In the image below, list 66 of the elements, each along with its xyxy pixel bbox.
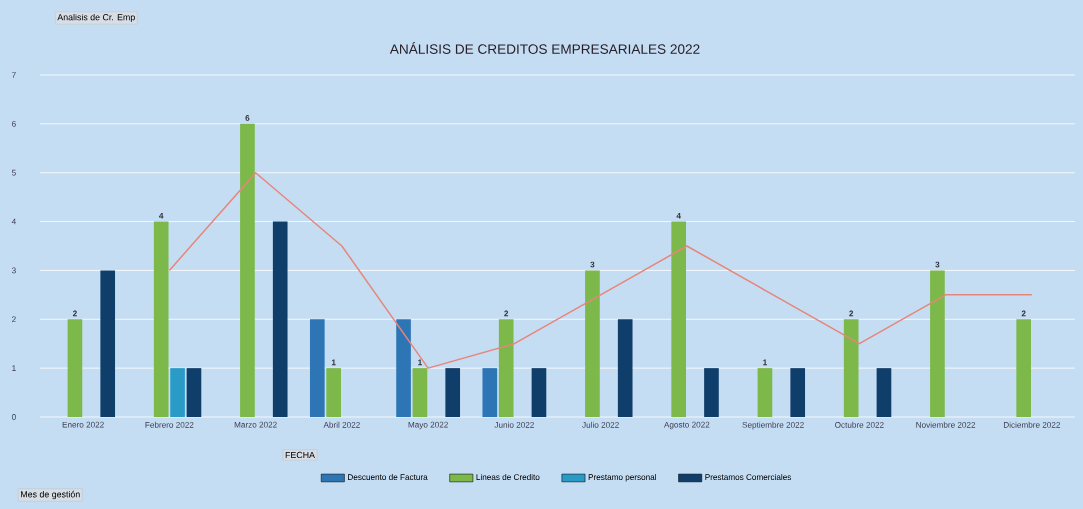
bar <box>67 319 83 417</box>
x-tick-label: Agosto 2022 <box>663 421 710 430</box>
line-series <box>168 171 1033 369</box>
data-label: 4 <box>676 212 681 219</box>
bar <box>170 368 185 417</box>
y-tick-label: 1 <box>12 365 16 371</box>
data-label: 1 <box>331 359 336 366</box>
bar <box>1016 319 1032 417</box>
bar <box>240 123 255 417</box>
bar <box>671 221 687 417</box>
bar <box>498 319 514 417</box>
x-tick-label: Junio 2022 <box>494 421 534 428</box>
bar <box>704 368 719 417</box>
data-label: 3 <box>935 261 940 268</box>
data-label: 3 <box>590 261 595 268</box>
x-tick-label: Enero 2022 <box>62 421 104 428</box>
bar <box>930 270 945 417</box>
bar <box>531 368 547 417</box>
y-tick-label: 2 <box>12 316 16 323</box>
x-tick-label: Mayo 2022 <box>408 421 448 430</box>
bar <box>309 319 325 417</box>
bar <box>326 368 342 417</box>
data-label: 6 <box>245 115 250 121</box>
x-tick-label: Octubre 2022 <box>835 421 884 428</box>
x-tick-label: Septiembre 2022 <box>742 421 804 430</box>
text: Analisis de Cr. Emp <box>57 13 135 23</box>
y-tick-label: 5 <box>11 169 16 176</box>
y-tick-label: 4 <box>11 218 16 225</box>
bar <box>482 368 498 417</box>
y-tick-label: 6 <box>12 120 16 127</box>
bar <box>100 270 116 417</box>
x-tick-label: Noviembre 2022 <box>916 421 976 428</box>
y-tick-label: 0 <box>11 414 16 420</box>
legend-label: Descuento de Factura <box>348 473 428 480</box>
bar <box>272 221 288 417</box>
bar <box>617 319 633 417</box>
data-label: 2 <box>1021 310 1026 317</box>
data-label: 1 <box>763 359 767 366</box>
bar <box>445 368 461 417</box>
bar <box>585 270 600 417</box>
bar <box>186 368 202 417</box>
x-tick-label: Diciembre 2022 <box>1003 421 1061 428</box>
x-tick-label: Abril 2022 <box>323 421 360 428</box>
chart-title: ANÁLISIS DE CREDITOS EMPRESARIALES 2022 <box>389 42 700 54</box>
bar <box>790 368 806 417</box>
legend-label: Prestamos Comerciales <box>705 473 792 480</box>
legend-label: Lineas de Credito <box>476 473 540 480</box>
bar <box>876 368 892 417</box>
text: Mes de gestión <box>21 490 80 500</box>
bar <box>396 319 411 417</box>
data-label: 2 <box>504 310 509 317</box>
data-label: 1 <box>418 359 422 366</box>
data-label: 2 <box>72 310 77 317</box>
bar <box>153 221 169 417</box>
x-tick-label: Julio 2022 <box>582 421 619 428</box>
text: FECHA <box>285 451 315 459</box>
legend-label: Prestamo personal <box>588 473 656 482</box>
bar <box>412 368 428 417</box>
y-tick-label: 7 <box>12 72 16 78</box>
data-label: 4 <box>159 212 164 219</box>
bar <box>843 319 859 417</box>
data-label: 2 <box>849 310 854 317</box>
y-tick-label: 3 <box>11 267 16 274</box>
x-tick-label: Febrero 2022 <box>145 421 194 428</box>
bar <box>757 368 773 417</box>
x-tick-label: Marzo 2022 <box>234 421 277 428</box>
